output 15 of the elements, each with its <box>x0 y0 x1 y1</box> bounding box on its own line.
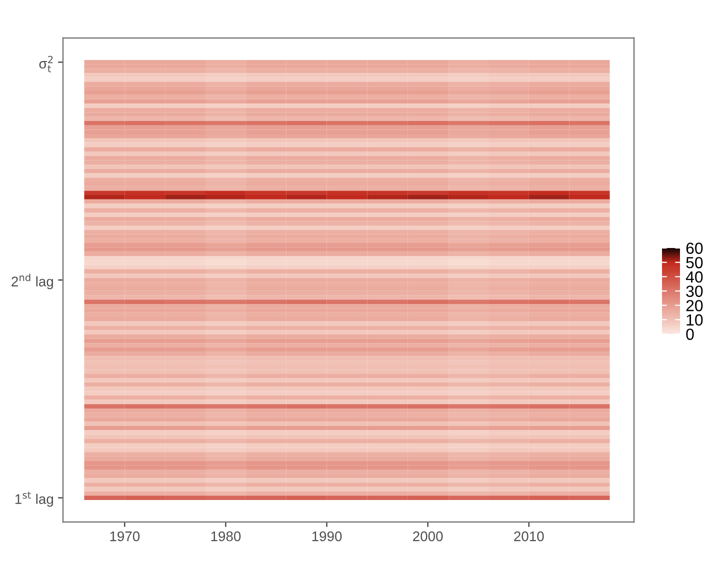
y-tick-label: σ$^{2}$$_{t}$ <box>39 56 53 72</box>
y-tick-label: 2$^{nd}$ lag <box>12 274 53 290</box>
x-tick-label: 1990 <box>312 531 342 542</box>
x-tick-label: 2010 <box>514 531 544 542</box>
color-bar-label: 60 <box>686 242 703 254</box>
y-tick-label: 1$^{st}$ lag <box>15 492 53 507</box>
color-bar-label: 0 <box>686 328 694 340</box>
x-tick-label: 1980 <box>211 531 241 542</box>
x-tick-label: 1970 <box>110 531 140 542</box>
color-bar-label: 20 <box>686 300 703 312</box>
color-bar-label: 40 <box>686 271 703 283</box>
color-bar-label: 50 <box>686 256 703 268</box>
x-tick-label: 2000 <box>413 531 443 542</box>
color-bar-label: 10 <box>686 314 703 326</box>
color-bar-label: 30 <box>686 286 703 297</box>
